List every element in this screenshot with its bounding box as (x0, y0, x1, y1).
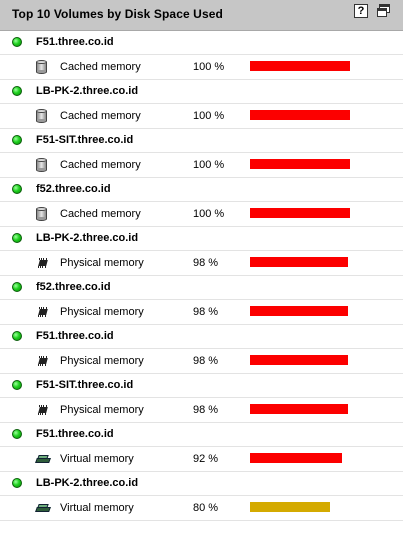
volume-row[interactable]: Cached memory 100 % (0, 104, 403, 129)
status-up-icon (12, 478, 22, 488)
usage-bar (250, 110, 350, 120)
status-up-icon (12, 282, 22, 292)
node-name-link[interactable]: F51-SIT.three.co.id (36, 379, 134, 391)
node-row[interactable]: LB-PK-2.three.co.id (0, 227, 403, 251)
cylinder-disk-icon (36, 207, 49, 221)
usage-bar (250, 159, 350, 169)
node-row[interactable]: F51.three.co.id (0, 325, 403, 349)
percent-used: 98 % (193, 404, 219, 416)
status-up-icon (12, 37, 22, 47)
percent-used: 98 % (193, 306, 219, 318)
percent-used: 80 % (193, 502, 219, 514)
node-name-link[interactable]: f52.three.co.id (36, 183, 111, 195)
volume-name-link[interactable]: Cached memory (60, 208, 141, 220)
node-row[interactable]: F51.three.co.id (0, 31, 403, 55)
node-row[interactable]: F51.three.co.id (0, 423, 403, 447)
status-up-icon (12, 429, 22, 439)
node-row[interactable]: F51-SIT.three.co.id (0, 129, 403, 153)
volume-name-link[interactable]: Virtual memory (60, 502, 134, 514)
usage-bar (250, 355, 348, 365)
percent-used: 100 % (193, 159, 225, 171)
virtual-memory-icon (35, 452, 51, 466)
cylinder-disk-icon (36, 109, 49, 123)
volume-row[interactable]: Cached memory 100 % (0, 202, 403, 227)
memory-chip-icon (36, 256, 49, 270)
node-name-link[interactable]: LB-PK-2.three.co.id (36, 477, 139, 489)
status-up-icon (12, 86, 22, 96)
cylinder-disk-icon (36, 60, 49, 74)
widget-title: Top 10 Volumes by Disk Space Used (12, 7, 223, 21)
volume-name-link[interactable]: Cached memory (60, 159, 141, 171)
node-name-link[interactable]: F51.three.co.id (36, 330, 114, 342)
usage-bar (250, 306, 348, 316)
volume-name-link[interactable]: Cached memory (60, 61, 141, 73)
status-up-icon (12, 184, 22, 194)
memory-chip-icon (36, 305, 49, 319)
usage-bar (250, 61, 350, 71)
volume-list: F51.three.co.id Cached memory 100 % LB-PK-2… (0, 31, 403, 521)
volume-row[interactable]: Virtual memory 92 % (0, 447, 403, 472)
status-up-icon (12, 331, 22, 341)
usage-bar (250, 502, 330, 512)
cylinder-disk-icon (36, 158, 49, 172)
node-name-link[interactable]: F51.three.co.id (36, 428, 114, 440)
percent-used: 100 % (193, 110, 225, 122)
volume-row[interactable]: Physical memory 98 % (0, 349, 403, 374)
volume-row[interactable]: Virtual memory 80 % (0, 496, 403, 521)
question-mark-icon[interactable]: ? (354, 4, 368, 18)
node-name-link[interactable]: LB-PK-2.three.co.id (36, 85, 139, 97)
volume-name-link[interactable]: Physical memory (60, 404, 144, 416)
volume-name-link[interactable]: Cached memory (60, 110, 141, 122)
popout-window-icon[interactable] (377, 4, 391, 18)
percent-used: 100 % (193, 208, 225, 220)
volume-name-link[interactable]: Physical memory (60, 257, 144, 269)
status-up-icon (12, 135, 22, 145)
node-name-link[interactable]: LB-PK-2.three.co.id (36, 232, 139, 244)
percent-used: 98 % (193, 355, 219, 367)
volume-row[interactable]: Physical memory 98 % (0, 251, 403, 276)
usage-bar (250, 453, 342, 463)
usage-bar (250, 208, 350, 218)
node-row[interactable]: f52.three.co.id (0, 276, 403, 300)
volume-name-link[interactable]: Physical memory (60, 306, 144, 318)
node-row[interactable]: LB-PK-2.three.co.id (0, 80, 403, 104)
node-row[interactable]: LB-PK-2.three.co.id (0, 472, 403, 496)
status-up-icon (12, 233, 22, 243)
memory-chip-icon (36, 354, 49, 368)
volume-name-link[interactable]: Physical memory (60, 355, 144, 367)
node-row[interactable]: F51-SIT.three.co.id (0, 374, 403, 398)
node-name-link[interactable]: f52.three.co.id (36, 281, 111, 293)
usage-bar (250, 257, 348, 267)
virtual-memory-icon (35, 501, 51, 515)
percent-used: 92 % (193, 453, 219, 465)
volume-row[interactable]: Cached memory 100 % (0, 55, 403, 80)
memory-chip-icon (36, 403, 49, 417)
volume-row[interactable]: Physical memory 98 % (0, 300, 403, 325)
volume-name-link[interactable]: Virtual memory (60, 453, 134, 465)
node-row[interactable]: f52.three.co.id (0, 178, 403, 202)
volume-row[interactable]: Cached memory 100 % (0, 153, 403, 178)
usage-bar (250, 404, 348, 414)
node-name-link[interactable]: F51.three.co.id (36, 36, 114, 48)
node-name-link[interactable]: F51-SIT.three.co.id (36, 134, 134, 146)
volume-row[interactable]: Physical memory 98 % (0, 398, 403, 423)
percent-used: 100 % (193, 61, 225, 73)
status-up-icon (12, 380, 22, 390)
widget-header: Top 10 Volumes by Disk Space Used ? (0, 0, 403, 31)
percent-used: 98 % (193, 257, 219, 269)
